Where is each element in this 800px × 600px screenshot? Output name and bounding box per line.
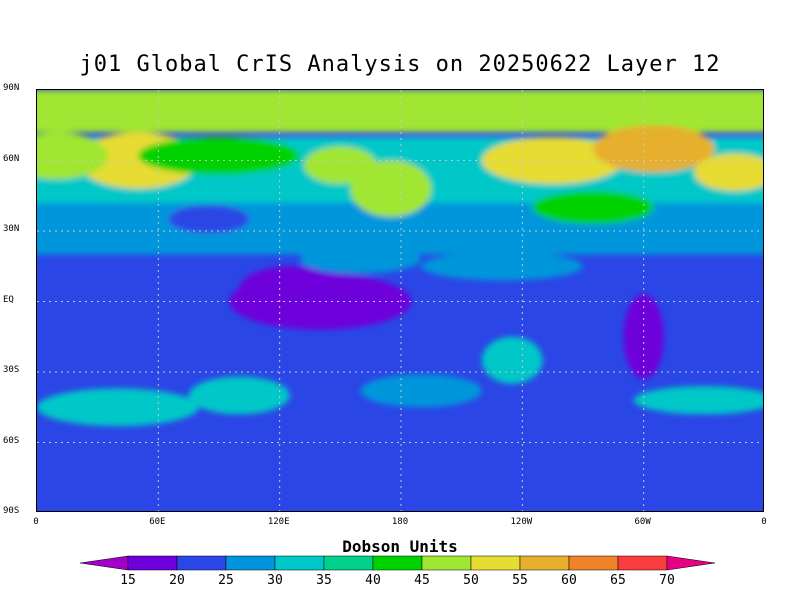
blob-maritime-continent [239,266,341,314]
blob-siberia [138,137,300,175]
x-tick-label: 180 [391,517,409,527]
blob-indian-ocean [37,388,199,427]
colorbar-tick-label: 30 [267,573,283,588]
y-tick-label: 60N [3,153,20,164]
colorbar-tick-label: 45 [414,573,430,588]
x-tick-label: 0 [761,517,767,527]
blob-east-pacific [421,252,583,281]
colorbar-arrow-left [80,555,129,571]
blob-tibet-low [168,205,250,234]
x-tick-label: 60E [149,517,166,527]
colorbar-segment [225,555,276,571]
blob-greenland [593,125,715,173]
colorbar-tick-label: 25 [218,573,234,588]
colorbar-segment [470,555,521,571]
blob-subtropical-pacific [299,245,422,274]
y-tick-label: 30S [3,365,20,375]
colorbar-arrow-right [666,555,716,571]
blob-south-atlantic [633,386,763,415]
colorbar-tick-label: 40 [365,573,381,588]
colorbar-segment [617,555,668,571]
colorbar [80,555,716,571]
map-plot-area [36,89,764,512]
colorbar-segment [274,555,325,571]
colorbar-segment [176,555,227,571]
blob-south-pacific [481,336,543,384]
x-tick-label: 120E [267,517,290,527]
y-tick-label: 90S [3,506,20,516]
blob-canada [481,137,624,184]
colorbar-title: Dobson Units [342,537,458,556]
colorbar-segment [323,555,374,571]
colorbar-segment [568,555,619,571]
colorbar-tick-label: 50 [463,573,479,588]
gridlines [37,90,763,511]
blob-east-atlantic [694,153,763,192]
colorbar-tick-label: 65 [610,573,626,588]
y-tick-label: 30N [3,224,20,234]
band-pole [37,90,763,114]
colorbar-tick-label: 60 [561,573,577,588]
colorbar-segment [519,555,570,571]
y-tick-label: 90N [3,83,20,93]
blob-north-america [532,191,654,224]
colorbar-tick-label: 55 [512,573,528,588]
x-tick-label: 0 [33,517,39,527]
x-tick-label: 60W [634,517,651,527]
y-tick-label: 60S [3,435,20,446]
colorbar-segment [421,555,472,571]
colorbar-tick-label: 35 [316,573,332,588]
blob-okhotsk [303,146,377,184]
blob-north-atlantic [37,132,108,180]
blob-tasman [360,374,482,408]
colorbar-segment [372,555,423,571]
colorbar-tick-label: 20 [169,573,185,588]
blob-south-indian [188,376,290,415]
colorbar-segment [127,555,178,571]
x-tick-label: 120W [510,517,533,527]
y-tick-label: EQ [3,294,14,305]
colorbar-tick-label: 70 [659,573,675,588]
colorbar-tick-label: 15 [120,573,136,588]
chart-title: j01 Global CrIS Analysis on 20250622 Lay… [79,52,721,77]
map-field [37,90,763,511]
